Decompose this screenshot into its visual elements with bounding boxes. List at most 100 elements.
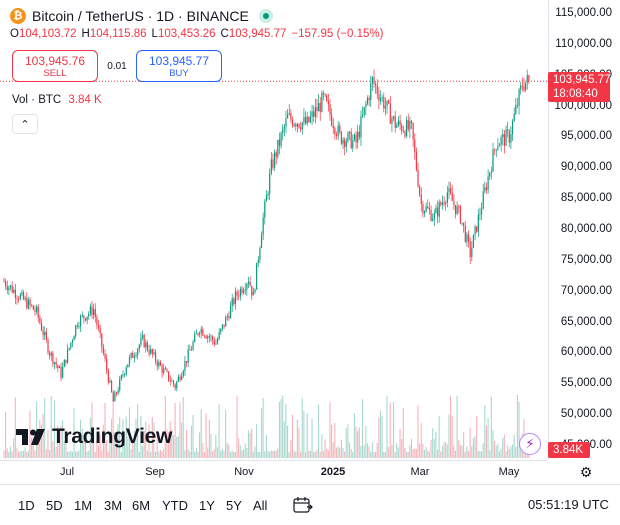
- candle: [228, 311, 230, 321]
- candle: [269, 168, 271, 201]
- candle: [251, 285, 253, 301]
- candle: [295, 122, 297, 131]
- candle: [412, 122, 414, 148]
- volume-bar: [53, 400, 56, 458]
- candle: [316, 99, 318, 118]
- symbol-title[interactable]: Bitcoin / TetherUS · 1D · BINANCE: [32, 8, 249, 24]
- volume-bar: [221, 448, 223, 458]
- candle: [283, 124, 285, 137]
- candle: [480, 202, 483, 221]
- candle: [402, 125, 404, 133]
- close-label: C: [220, 28, 229, 40]
- candle: [192, 339, 194, 352]
- volume-bar: [376, 442, 378, 458]
- candle: [420, 187, 422, 212]
- symbol-legend: ₿ Bitcoin / TetherUS · 1D · BINANCE O 10…: [10, 8, 388, 40]
- volume-bar: [414, 448, 416, 458]
- volume-bar: [458, 439, 460, 458]
- candle: [373, 69, 375, 88]
- range-button-1d[interactable]: 1D: [18, 498, 35, 513]
- utc-clock[interactable]: 05:51:19 UTC: [528, 497, 609, 512]
- range-button-6m[interactable]: 6M: [132, 498, 151, 513]
- volume-legend[interactable]: Vol · BTC 3.84 K: [12, 94, 102, 106]
- volume-bar: [319, 452, 321, 458]
- volume-bar: [484, 405, 486, 458]
- volume-bar: [515, 446, 517, 458]
- volume-bar: [373, 451, 375, 458]
- candle: [363, 106, 365, 118]
- candle: [97, 319, 100, 332]
- candle: [477, 209, 479, 238]
- candle: [511, 118, 514, 142]
- volume-bar: [425, 446, 427, 458]
- volume-label: Vol · BTC: [12, 94, 62, 106]
- candle: [399, 114, 401, 130]
- volume-bar: [21, 451, 23, 458]
- gear-icon[interactable]: ⚙: [579, 463, 593, 480]
- range-button-all[interactable]: All: [253, 498, 268, 513]
- volume-bar: [508, 449, 510, 458]
- volume-bar: [332, 442, 334, 458]
- candle: [70, 342, 72, 350]
- sell-button[interactable]: 103,945.76 SELL: [12, 50, 98, 82]
- price-chart[interactable]: [0, 0, 548, 460]
- candle: [110, 379, 113, 393]
- volume-bar: [265, 435, 267, 458]
- volume-bar: [490, 396, 492, 458]
- candle: [378, 86, 380, 110]
- candle: [202, 326, 204, 337]
- candle: [13, 286, 15, 294]
- calendar-icon[interactable]: [293, 496, 313, 514]
- candle: [371, 75, 373, 92]
- candle: [11, 281, 13, 294]
- candle: [355, 131, 357, 150]
- price-axis-label: 55,000.00: [560, 377, 612, 390]
- volume-bar: [151, 416, 153, 458]
- volume-bar: [185, 429, 188, 458]
- time-axis[interactable]: Jul Sep Nov 2025 Mar May: [0, 460, 548, 484]
- volume-bar: [436, 449, 439, 458]
- candle: [404, 129, 406, 139]
- volume-bar: [467, 451, 470, 458]
- volume-bar: [409, 445, 411, 458]
- candle: [106, 354, 108, 375]
- candle: [290, 109, 292, 123]
- volume-bar: [231, 450, 233, 458]
- market-status-icon[interactable]: [258, 9, 273, 23]
- candle: [366, 95, 369, 106]
- lightning-icon[interactable]: ⚡: [519, 433, 541, 455]
- candle: [262, 212, 264, 241]
- volume-bar: [5, 412, 7, 458]
- collapse-legend-button[interactable]: ⌃: [12, 114, 38, 134]
- candle: [187, 344, 189, 367]
- range-button-3m[interactable]: 3M: [104, 498, 123, 513]
- candle: [91, 301, 93, 320]
- price-axis[interactable]: 115,000.00110,000.00105,000.00100,000.00…: [548, 0, 620, 460]
- volume-bar: [148, 424, 150, 458]
- buy-button[interactable]: 103,945.77 BUY: [136, 50, 222, 82]
- candle: [278, 132, 281, 155]
- volume-bar: [223, 451, 225, 458]
- volume-bar: [459, 444, 461, 458]
- candle: [179, 374, 181, 383]
- candle: [120, 374, 122, 381]
- candle: [40, 318, 43, 332]
- range-button-5y[interactable]: 5Y: [226, 498, 242, 513]
- range-button-1y[interactable]: 1Y: [199, 498, 215, 513]
- volume-bar: [352, 451, 354, 458]
- candle: [86, 316, 88, 325]
- volume-bar: [243, 449, 245, 458]
- range-button-5d[interactable]: 5D: [46, 498, 63, 513]
- last-price-tag: 103,945.77 18:08:40: [548, 72, 611, 102]
- volume-bar: [187, 449, 189, 458]
- volume-bar: [388, 446, 390, 458]
- candle: [19, 292, 21, 301]
- high-label: H: [81, 28, 90, 40]
- high-value: 104,115.86: [89, 28, 147, 40]
- range-button-1m[interactable]: 1M: [74, 498, 93, 513]
- candle: [270, 152, 272, 176]
- candle: [479, 207, 481, 221]
- range-button-ytd[interactable]: YTD: [162, 498, 188, 513]
- chart-area[interactable]: [0, 0, 548, 460]
- candle: [433, 209, 435, 226]
